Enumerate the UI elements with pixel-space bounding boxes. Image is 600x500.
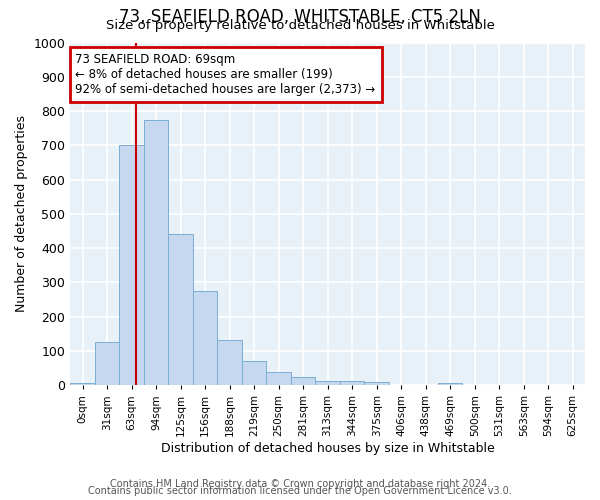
Text: Contains HM Land Registry data © Crown copyright and database right 2024.: Contains HM Land Registry data © Crown c…	[110, 479, 490, 489]
Text: Size of property relative to detached houses in Whitstable: Size of property relative to detached ho…	[106, 19, 494, 32]
Text: 73 SEAFIELD ROAD: 69sqm
← 8% of detached houses are smaller (199)
92% of semi-de: 73 SEAFIELD ROAD: 69sqm ← 8% of detached…	[76, 53, 376, 96]
Bar	[266, 372, 291, 386]
Bar	[364, 382, 389, 386]
Bar	[242, 362, 266, 386]
Bar	[291, 376, 316, 386]
Bar	[119, 146, 144, 386]
Bar	[316, 381, 340, 386]
Text: 73, SEAFIELD ROAD, WHITSTABLE, CT5 2LN: 73, SEAFIELD ROAD, WHITSTABLE, CT5 2LN	[119, 8, 481, 26]
Bar	[193, 291, 217, 386]
Bar	[340, 381, 364, 386]
Text: Contains public sector information licensed under the Open Government Licence v3: Contains public sector information licen…	[88, 486, 512, 496]
X-axis label: Distribution of detached houses by size in Whitstable: Distribution of detached houses by size …	[161, 442, 494, 455]
Bar	[70, 382, 95, 386]
Bar	[169, 234, 193, 386]
Bar	[438, 382, 463, 386]
Bar	[144, 120, 169, 386]
Bar	[95, 342, 119, 386]
Bar	[217, 340, 242, 386]
Y-axis label: Number of detached properties: Number of detached properties	[15, 116, 28, 312]
